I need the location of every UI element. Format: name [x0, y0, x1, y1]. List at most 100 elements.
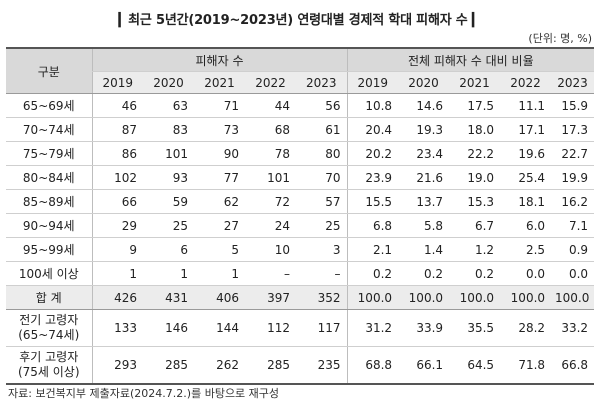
count-cell: 1 [91, 261, 143, 286]
count-group-header: 피해자 수 [91, 47, 348, 72]
count-cell: 56 [296, 93, 348, 118]
ratio-cell: 35.5 [449, 309, 501, 347]
count-cell: 66 [91, 189, 143, 214]
year-header: 2022 [245, 71, 296, 94]
count-cell: 112 [245, 309, 296, 347]
ratio-cell: 23.9 [346, 165, 399, 190]
table-row: 전기 고령자 (65~74세) 133 146 144 112 117 31.2 33.9 35.… [6, 309, 595, 347]
year-header: 2020 [143, 71, 194, 94]
ratio-cell: 20.4 [346, 117, 399, 142]
row-label: 95~99세 [6, 237, 92, 262]
count-cell: – [245, 261, 296, 286]
count-cell: 63 [143, 93, 194, 118]
count-cell: 70 [296, 165, 348, 190]
count-cell: 90 [194, 141, 245, 166]
count-cell: 406 [194, 285, 245, 310]
row-label: 전기 고령자 (65~74세) [6, 309, 92, 347]
count-cell: 431 [143, 285, 194, 310]
count-cell: 293 [91, 346, 143, 385]
table-row: 75~79세 86 101 90 78 80 20.2 23.4 22.2 19.6 22.7 [6, 141, 595, 166]
count-cell: 146 [143, 309, 194, 347]
count-cell: 87 [91, 117, 143, 142]
ratio-cell: 19.0 [449, 165, 501, 190]
ratio-cell: 0.9 [551, 237, 595, 262]
count-cell: 102 [91, 165, 143, 190]
year-header: 2022 [500, 71, 552, 94]
ratio-cell: 13.7 [398, 189, 450, 214]
ratio-cell: 22.2 [449, 141, 501, 166]
table-row: 90~94세 29 25 27 24 25 6.8 5.8 6.7 6.0 7.1 [6, 213, 595, 238]
count-cell: 59 [143, 189, 194, 214]
row-label: 100세 이상 [6, 261, 92, 286]
row-label: 합 계 [6, 285, 92, 310]
ratio-cell: 17.3 [551, 117, 595, 142]
ratio-cell: 0.2 [346, 261, 399, 286]
count-cell: 29 [91, 213, 143, 238]
count-cell: 352 [296, 285, 348, 310]
year-header: 2023 [551, 71, 595, 94]
count-cell: 83 [143, 117, 194, 142]
ratio-cell: 15.3 [449, 189, 501, 214]
ratio-group-header: 전체 피해자 수 대비 비율 [346, 47, 595, 72]
ratio-cell: 2.1 [346, 237, 399, 262]
ratio-cell: 66.8 [551, 346, 595, 385]
ratio-cell: 18.0 [449, 117, 501, 142]
ratio-cell: 2.5 [500, 237, 552, 262]
count-cell: 57 [296, 189, 348, 214]
ratio-cell: 66.1 [398, 346, 450, 385]
count-cell: 24 [245, 213, 296, 238]
year-header: 2019 [346, 71, 399, 94]
count-cell: 86 [91, 141, 143, 166]
count-cell: 61 [296, 117, 348, 142]
count-cell: 71 [194, 93, 245, 118]
ratio-cell: 1.2 [449, 237, 501, 262]
count-cell: 10 [245, 237, 296, 262]
ratio-cell: 1.4 [398, 237, 450, 262]
year-header: 2020 [398, 71, 450, 94]
ratio-cell: 22.7 [551, 141, 595, 166]
ratio-cell: 5.8 [398, 213, 450, 238]
ratio-cell: 25.4 [500, 165, 552, 190]
ratio-cell: 14.6 [398, 93, 450, 118]
header-row-groups: 구분 피해자 수 전체 피해자 수 대비 비율 [6, 47, 595, 94]
ratio-cell: 21.6 [398, 165, 450, 190]
count-cell: 44 [245, 93, 296, 118]
ratio-cell: 0.2 [398, 261, 450, 286]
count-cell: 101 [245, 165, 296, 190]
count-cell: 397 [245, 285, 296, 310]
count-cell: 25 [296, 213, 348, 238]
row-label-line1: 후기 고령자 [19, 350, 79, 364]
table-row: 85~89세 66 59 62 72 57 15.5 13.7 15.3 18.1 16.2 [6, 189, 595, 214]
count-cell: 101 [143, 141, 194, 166]
table-row: 95~99세 9 6 5 10 3 2.1 1.4 1.2 2.5 0.9 [6, 237, 595, 262]
table-row: 합 계 426 431 406 397 352 100.0 100.0 100.0 100.0 10… [6, 285, 595, 310]
count-cell: 68 [245, 117, 296, 142]
year-header: 2023 [296, 71, 348, 94]
count-cell: 285 [143, 346, 194, 385]
count-cell: 285 [245, 346, 296, 385]
ratio-cell: 11.1 [500, 93, 552, 118]
count-cell: 6 [143, 237, 194, 262]
count-cell: – [296, 261, 348, 286]
table-row: 70~74세 87 83 73 68 61 20.4 19.3 18.0 17.1 17.3 [6, 117, 595, 142]
count-cell: 117 [296, 309, 348, 347]
ratio-cell: 100.0 [449, 285, 501, 310]
count-cell: 3 [296, 237, 348, 262]
ratio-cell: 23.4 [398, 141, 450, 166]
count-cell: 25 [143, 213, 194, 238]
count-cell: 262 [194, 346, 245, 385]
row-label: 후기 고령자 (75세 이상) [6, 346, 92, 385]
ratio-cell: 6.0 [500, 213, 552, 238]
row-label: 80~84세 [6, 165, 92, 190]
table-row: 65~69세 46 63 71 44 56 10.8 14.6 17.5 11.1 15.9 [6, 93, 595, 118]
ratio-cell: 6.8 [346, 213, 399, 238]
ratio-cell: 33.9 [398, 309, 450, 347]
ratio-cell: 19.9 [551, 165, 595, 190]
ratio-cell: 19.3 [398, 117, 450, 142]
count-cell: 1 [194, 261, 245, 286]
count-cell: 80 [296, 141, 348, 166]
count-cell: 9 [91, 237, 143, 262]
ratio-cell: 100.0 [398, 285, 450, 310]
table-row: 후기 고령자 (75세 이상) 293 285 262 285 235 68.8 66.1 64.… [6, 346, 595, 385]
ratio-cell: 17.1 [500, 117, 552, 142]
